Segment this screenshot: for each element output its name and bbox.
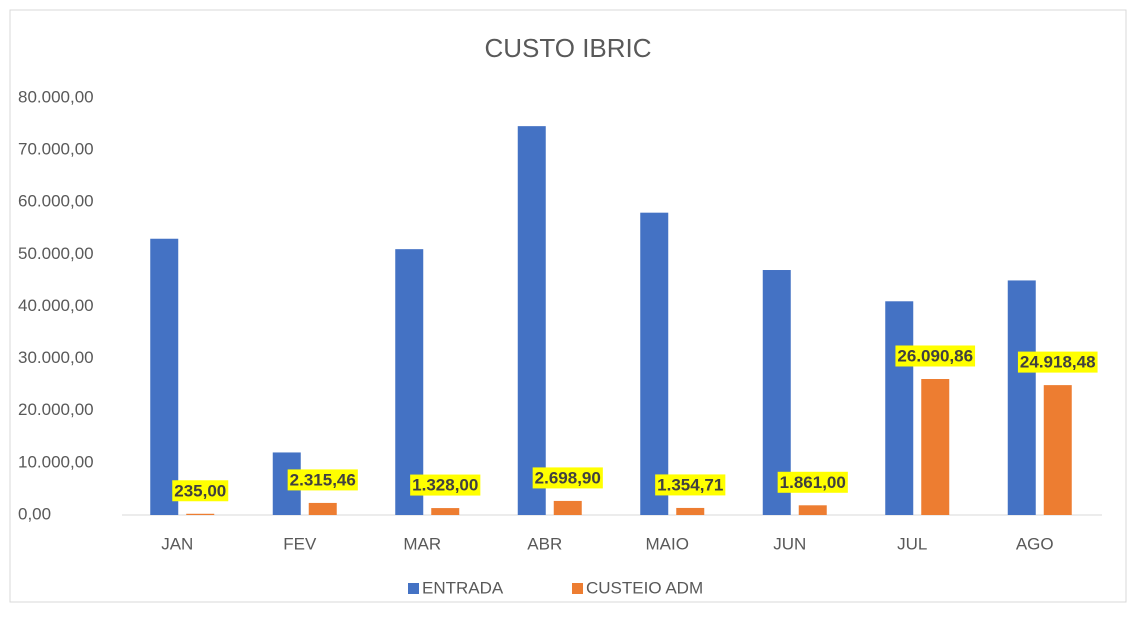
- data-label: 1.354,71: [657, 475, 723, 494]
- legend-swatch: [408, 583, 419, 594]
- bar: [150, 238, 179, 516]
- bar: [885, 301, 914, 515]
- bar: [640, 212, 669, 516]
- x-tick-label: JUL: [897, 534, 927, 553]
- y-tick-label: 50.000,00: [18, 244, 94, 263]
- y-tick-label: 10.000,00: [18, 452, 94, 471]
- data-label: 2.315,46: [290, 470, 356, 489]
- chart-title: CUSTO IBRIC: [484, 33, 651, 63]
- x-tick-label: ABR: [527, 534, 562, 553]
- data-label-group: 24.918,48: [1017, 351, 1098, 373]
- data-label-bg: [172, 480, 229, 502]
- y-tick-label: 20.000,00: [18, 400, 94, 419]
- data-label: 26.090,86: [897, 346, 973, 365]
- y-tick-label: 70.000,00: [18, 140, 94, 159]
- data-label-group: 1.328,00: [410, 474, 481, 496]
- bar: [1007, 280, 1036, 515]
- data-label-bg: [287, 469, 358, 491]
- data-label: 235,00: [174, 481, 226, 500]
- data-label-group: 26.090,86: [895, 345, 976, 367]
- bar: [517, 126, 546, 516]
- bar: [798, 505, 827, 515]
- legend-label: CUSTEIO ADM: [586, 578, 703, 597]
- data-label-bg: [532, 467, 603, 489]
- bar: [431, 508, 460, 515]
- data-label-bg: [655, 474, 726, 496]
- y-tick-label: 80.000,00: [18, 87, 94, 106]
- bar: [1043, 385, 1072, 515]
- y-tick-label: 0,00: [18, 504, 51, 523]
- legend-label: ENTRADA: [422, 578, 504, 597]
- bar: [921, 379, 950, 515]
- bar: [186, 513, 215, 515]
- y-tick-label: 40.000,00: [18, 296, 94, 315]
- data-label-bg: [410, 474, 481, 496]
- data-label: 1.861,00: [780, 473, 846, 492]
- data-label: 2.698,90: [535, 468, 601, 487]
- bar: [553, 500, 582, 515]
- data-label-group: 1.861,00: [777, 471, 848, 493]
- bar: [395, 249, 424, 515]
- data-label-bg: [895, 345, 976, 367]
- x-tick-label: MAIO: [646, 534, 689, 553]
- y-tick-label: 60.000,00: [18, 192, 94, 211]
- data-label-group: 1.354,71: [655, 474, 726, 496]
- x-tick-label: FEV: [283, 534, 317, 553]
- y-tick-label: 30.000,00: [18, 348, 94, 367]
- data-label-group: 2.315,46: [287, 469, 358, 491]
- bar: [308, 502, 337, 515]
- data-label-bg: [777, 471, 848, 493]
- x-tick-label: JAN: [161, 534, 193, 553]
- data-label-group: 235,00: [172, 480, 229, 502]
- data-label: 1.328,00: [412, 476, 478, 495]
- x-tick-label: MAR: [403, 534, 441, 553]
- bar: [676, 507, 705, 515]
- x-tick-label: JUN: [773, 534, 806, 553]
- data-label-group: 2.698,90: [532, 467, 603, 489]
- legend-swatch: [572, 583, 583, 594]
- data-label-bg: [1017, 351, 1098, 373]
- x-tick-label: AGO: [1016, 534, 1054, 553]
- data-label: 24.918,48: [1020, 353, 1096, 372]
